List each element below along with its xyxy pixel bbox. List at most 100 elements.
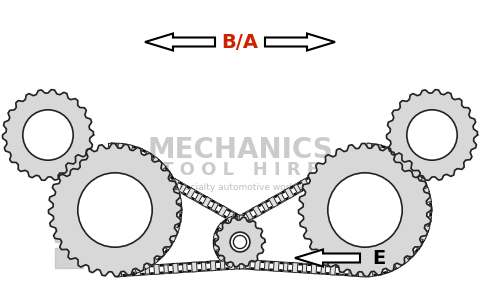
Polygon shape xyxy=(239,215,244,225)
Polygon shape xyxy=(133,263,141,273)
Polygon shape xyxy=(171,198,181,204)
Polygon shape xyxy=(228,257,235,268)
Polygon shape xyxy=(293,184,301,193)
Polygon shape xyxy=(228,216,235,227)
Bar xyxy=(55,220,83,242)
Polygon shape xyxy=(118,143,123,153)
Polygon shape xyxy=(227,211,234,220)
Polygon shape xyxy=(422,207,432,212)
Polygon shape xyxy=(246,211,253,220)
Polygon shape xyxy=(161,241,171,250)
Polygon shape xyxy=(364,143,373,154)
Polygon shape xyxy=(292,263,298,273)
Polygon shape xyxy=(406,247,416,257)
Text: B/A: B/A xyxy=(221,32,259,52)
Polygon shape xyxy=(384,262,392,273)
Polygon shape xyxy=(2,90,94,180)
Polygon shape xyxy=(340,267,345,275)
Polygon shape xyxy=(107,143,116,154)
Text: M: M xyxy=(59,154,111,206)
Polygon shape xyxy=(215,217,265,267)
Text: renting specialty automotive workshop tools: renting specialty automotive workshop to… xyxy=(139,182,341,191)
Bar xyxy=(95,248,123,268)
Polygon shape xyxy=(299,144,432,276)
Polygon shape xyxy=(141,259,150,269)
Polygon shape xyxy=(333,161,342,172)
Polygon shape xyxy=(202,262,206,271)
Polygon shape xyxy=(325,166,333,175)
Polygon shape xyxy=(357,148,365,157)
Circle shape xyxy=(233,235,247,249)
Circle shape xyxy=(407,110,457,160)
Polygon shape xyxy=(145,34,215,50)
Polygon shape xyxy=(116,267,122,277)
Polygon shape xyxy=(302,264,307,272)
Polygon shape xyxy=(419,187,430,195)
Bar xyxy=(55,248,83,268)
Polygon shape xyxy=(166,180,177,188)
Polygon shape xyxy=(125,265,132,276)
Polygon shape xyxy=(386,90,478,180)
Polygon shape xyxy=(172,208,182,213)
Polygon shape xyxy=(234,215,243,226)
Polygon shape xyxy=(237,215,246,226)
Polygon shape xyxy=(161,171,172,180)
Circle shape xyxy=(23,110,73,160)
Polygon shape xyxy=(419,224,430,231)
Polygon shape xyxy=(156,163,166,173)
Circle shape xyxy=(328,173,402,247)
Polygon shape xyxy=(330,265,336,275)
Polygon shape xyxy=(210,261,216,271)
Polygon shape xyxy=(311,264,317,274)
Polygon shape xyxy=(186,188,195,199)
Polygon shape xyxy=(116,267,121,277)
Polygon shape xyxy=(131,157,139,166)
Polygon shape xyxy=(213,233,224,240)
Polygon shape xyxy=(254,260,260,270)
Polygon shape xyxy=(405,162,415,172)
Polygon shape xyxy=(239,260,244,268)
Polygon shape xyxy=(410,170,421,179)
Polygon shape xyxy=(155,248,165,258)
Polygon shape xyxy=(285,188,294,199)
Polygon shape xyxy=(149,157,159,167)
Polygon shape xyxy=(218,251,228,261)
Polygon shape xyxy=(366,143,372,153)
Polygon shape xyxy=(134,147,142,158)
Polygon shape xyxy=(173,263,178,273)
Polygon shape xyxy=(269,197,278,208)
Polygon shape xyxy=(359,268,363,276)
Polygon shape xyxy=(115,148,123,157)
Polygon shape xyxy=(383,147,391,157)
Polygon shape xyxy=(164,265,168,273)
Polygon shape xyxy=(169,189,180,196)
Polygon shape xyxy=(300,179,310,190)
Polygon shape xyxy=(349,266,354,276)
Polygon shape xyxy=(145,266,150,274)
Polygon shape xyxy=(229,260,235,269)
Polygon shape xyxy=(391,151,400,161)
Polygon shape xyxy=(126,267,131,275)
Polygon shape xyxy=(135,266,141,275)
Polygon shape xyxy=(421,216,432,222)
Polygon shape xyxy=(399,253,409,263)
Polygon shape xyxy=(246,260,251,269)
Polygon shape xyxy=(411,240,422,249)
Polygon shape xyxy=(295,249,360,267)
Polygon shape xyxy=(182,264,187,272)
Polygon shape xyxy=(126,144,133,155)
Polygon shape xyxy=(359,267,364,277)
Circle shape xyxy=(78,173,152,247)
Polygon shape xyxy=(179,184,187,193)
Polygon shape xyxy=(108,143,114,153)
Bar xyxy=(73,230,97,242)
Polygon shape xyxy=(170,179,180,190)
Polygon shape xyxy=(283,263,288,271)
Polygon shape xyxy=(122,152,132,163)
Polygon shape xyxy=(163,175,170,184)
Polygon shape xyxy=(321,265,325,273)
Polygon shape xyxy=(253,206,262,217)
Polygon shape xyxy=(415,178,426,187)
Polygon shape xyxy=(277,193,285,202)
Polygon shape xyxy=(398,156,408,166)
